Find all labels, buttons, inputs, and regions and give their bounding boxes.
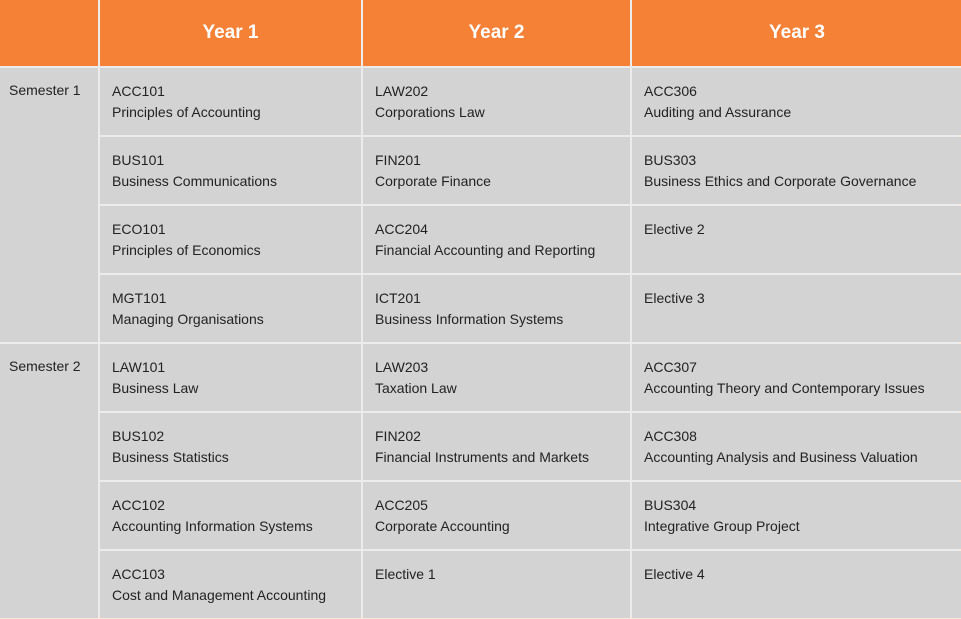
course-cell: ACC103 Cost and Management Accounting	[100, 551, 361, 618]
course-code: LAW203	[375, 359, 429, 375]
course-name: Cost and Management Accounting	[112, 587, 327, 603]
course-cell: FIN201 Corporate Finance	[363, 137, 630, 204]
course-name: Business Communications	[112, 173, 277, 189]
semester-label: Semester 1	[0, 68, 98, 342]
course-code: Elective 4	[644, 566, 705, 582]
course-cell: ICT201 Business Information Systems	[363, 275, 630, 342]
course-code: ICT201	[375, 290, 421, 306]
course-name: Corporate Finance	[375, 173, 491, 189]
course-code: ACC205	[375, 497, 428, 513]
course-code: Elective 3	[644, 290, 705, 306]
course-name: Managing Organisations	[112, 311, 264, 327]
course-name: Auditing and Assurance	[644, 104, 792, 120]
header-corner	[0, 0, 98, 66]
course-name: Principles of Economics	[112, 242, 261, 258]
course-name: Financial Accounting and Reporting	[375, 242, 596, 258]
course-code: ACC308	[644, 428, 697, 444]
course-code: ACC103	[112, 566, 165, 582]
course-cell: ECO101 Principles of Economics	[100, 206, 361, 273]
course-name: Business Information Systems	[375, 311, 564, 327]
course-cell: Elective 3	[632, 275, 961, 342]
course-code: BUS101	[112, 152, 165, 168]
course-cell: ACC307 Accounting Theory and Contemporary…	[632, 344, 961, 411]
course-cell: Elective 1	[363, 551, 630, 618]
course-name: Taxation Law	[375, 380, 457, 396]
course-name: Business Ethics and Corporate Governance	[644, 173, 917, 189]
course-code: ACC102	[112, 497, 165, 513]
course-cell: LAW203 Taxation Law	[363, 344, 630, 411]
course-name: Corporate Accounting	[375, 518, 510, 534]
course-name: Principles of Accounting	[112, 104, 261, 120]
course-code: BUS303	[644, 152, 697, 168]
course-cell: ACC306 Auditing and Assurance	[632, 68, 961, 135]
course-cell: BUS303 Business Ethics and Corporate Gove…	[632, 137, 961, 204]
course-code: FIN201	[375, 152, 421, 168]
course-code: ACC204	[375, 221, 428, 237]
course-cell: Elective 4	[632, 551, 961, 618]
course-code: ACC101	[112, 83, 165, 99]
course-code: MGT101	[112, 290, 167, 306]
header-year-2: Year 2	[363, 0, 630, 66]
course-code: ACC306	[644, 83, 697, 99]
course-name: Business Statistics	[112, 449, 229, 465]
course-cell: LAW202 Corporations Law	[363, 68, 630, 135]
course-cell: ACC204 Financial Accounting and Reporting	[363, 206, 630, 273]
course-cell: MGT101 Managing Organisations	[100, 275, 361, 342]
course-code: FIN202	[375, 428, 421, 444]
course-cell: BUS102 Business Statistics	[100, 413, 361, 480]
course-cell: ACC102 Accounting Information Systems	[100, 482, 361, 549]
course-name: Corporations Law	[375, 104, 485, 120]
course-cell: ACC205 Corporate Accounting	[363, 482, 630, 549]
course-name: Accounting Theory and Contemporary Issue…	[644, 380, 925, 396]
course-cell: BUS304 Integrative Group Project	[632, 482, 961, 549]
semester-label: Semester 2	[0, 344, 98, 618]
course-cell: Elective 2	[632, 206, 961, 273]
course-name: Business Law	[112, 380, 199, 396]
course-code: LAW101	[112, 359, 166, 375]
course-cell: BUS101 Business Communications	[100, 137, 361, 204]
course-name: Financial Instruments and Markets	[375, 449, 589, 465]
course-name: Accounting Information Systems	[112, 518, 313, 534]
course-cell: ACC101 Principles of Accounting	[100, 68, 361, 135]
course-code: Elective 2	[644, 221, 705, 237]
course-code: BUS102	[112, 428, 165, 444]
course-name: Integrative Group Project	[644, 518, 800, 534]
header-year-1: Year 1	[100, 0, 361, 66]
course-cell: ACC308 Accounting Analysis and Business V…	[632, 413, 961, 480]
course-code: ECO101	[112, 221, 166, 237]
course-cell: LAW101 Business Law	[100, 344, 361, 411]
course-code: LAW202	[375, 83, 429, 99]
header-year-3: Year 3	[632, 0, 961, 66]
course-code: Elective 1	[375, 566, 436, 582]
course-code: BUS304	[644, 497, 697, 513]
course-code: ACC307	[644, 359, 697, 375]
course-name: Accounting Analysis and Business Valuati…	[644, 449, 918, 465]
course-cell: FIN202 Financial Instruments and Markets	[363, 413, 630, 480]
